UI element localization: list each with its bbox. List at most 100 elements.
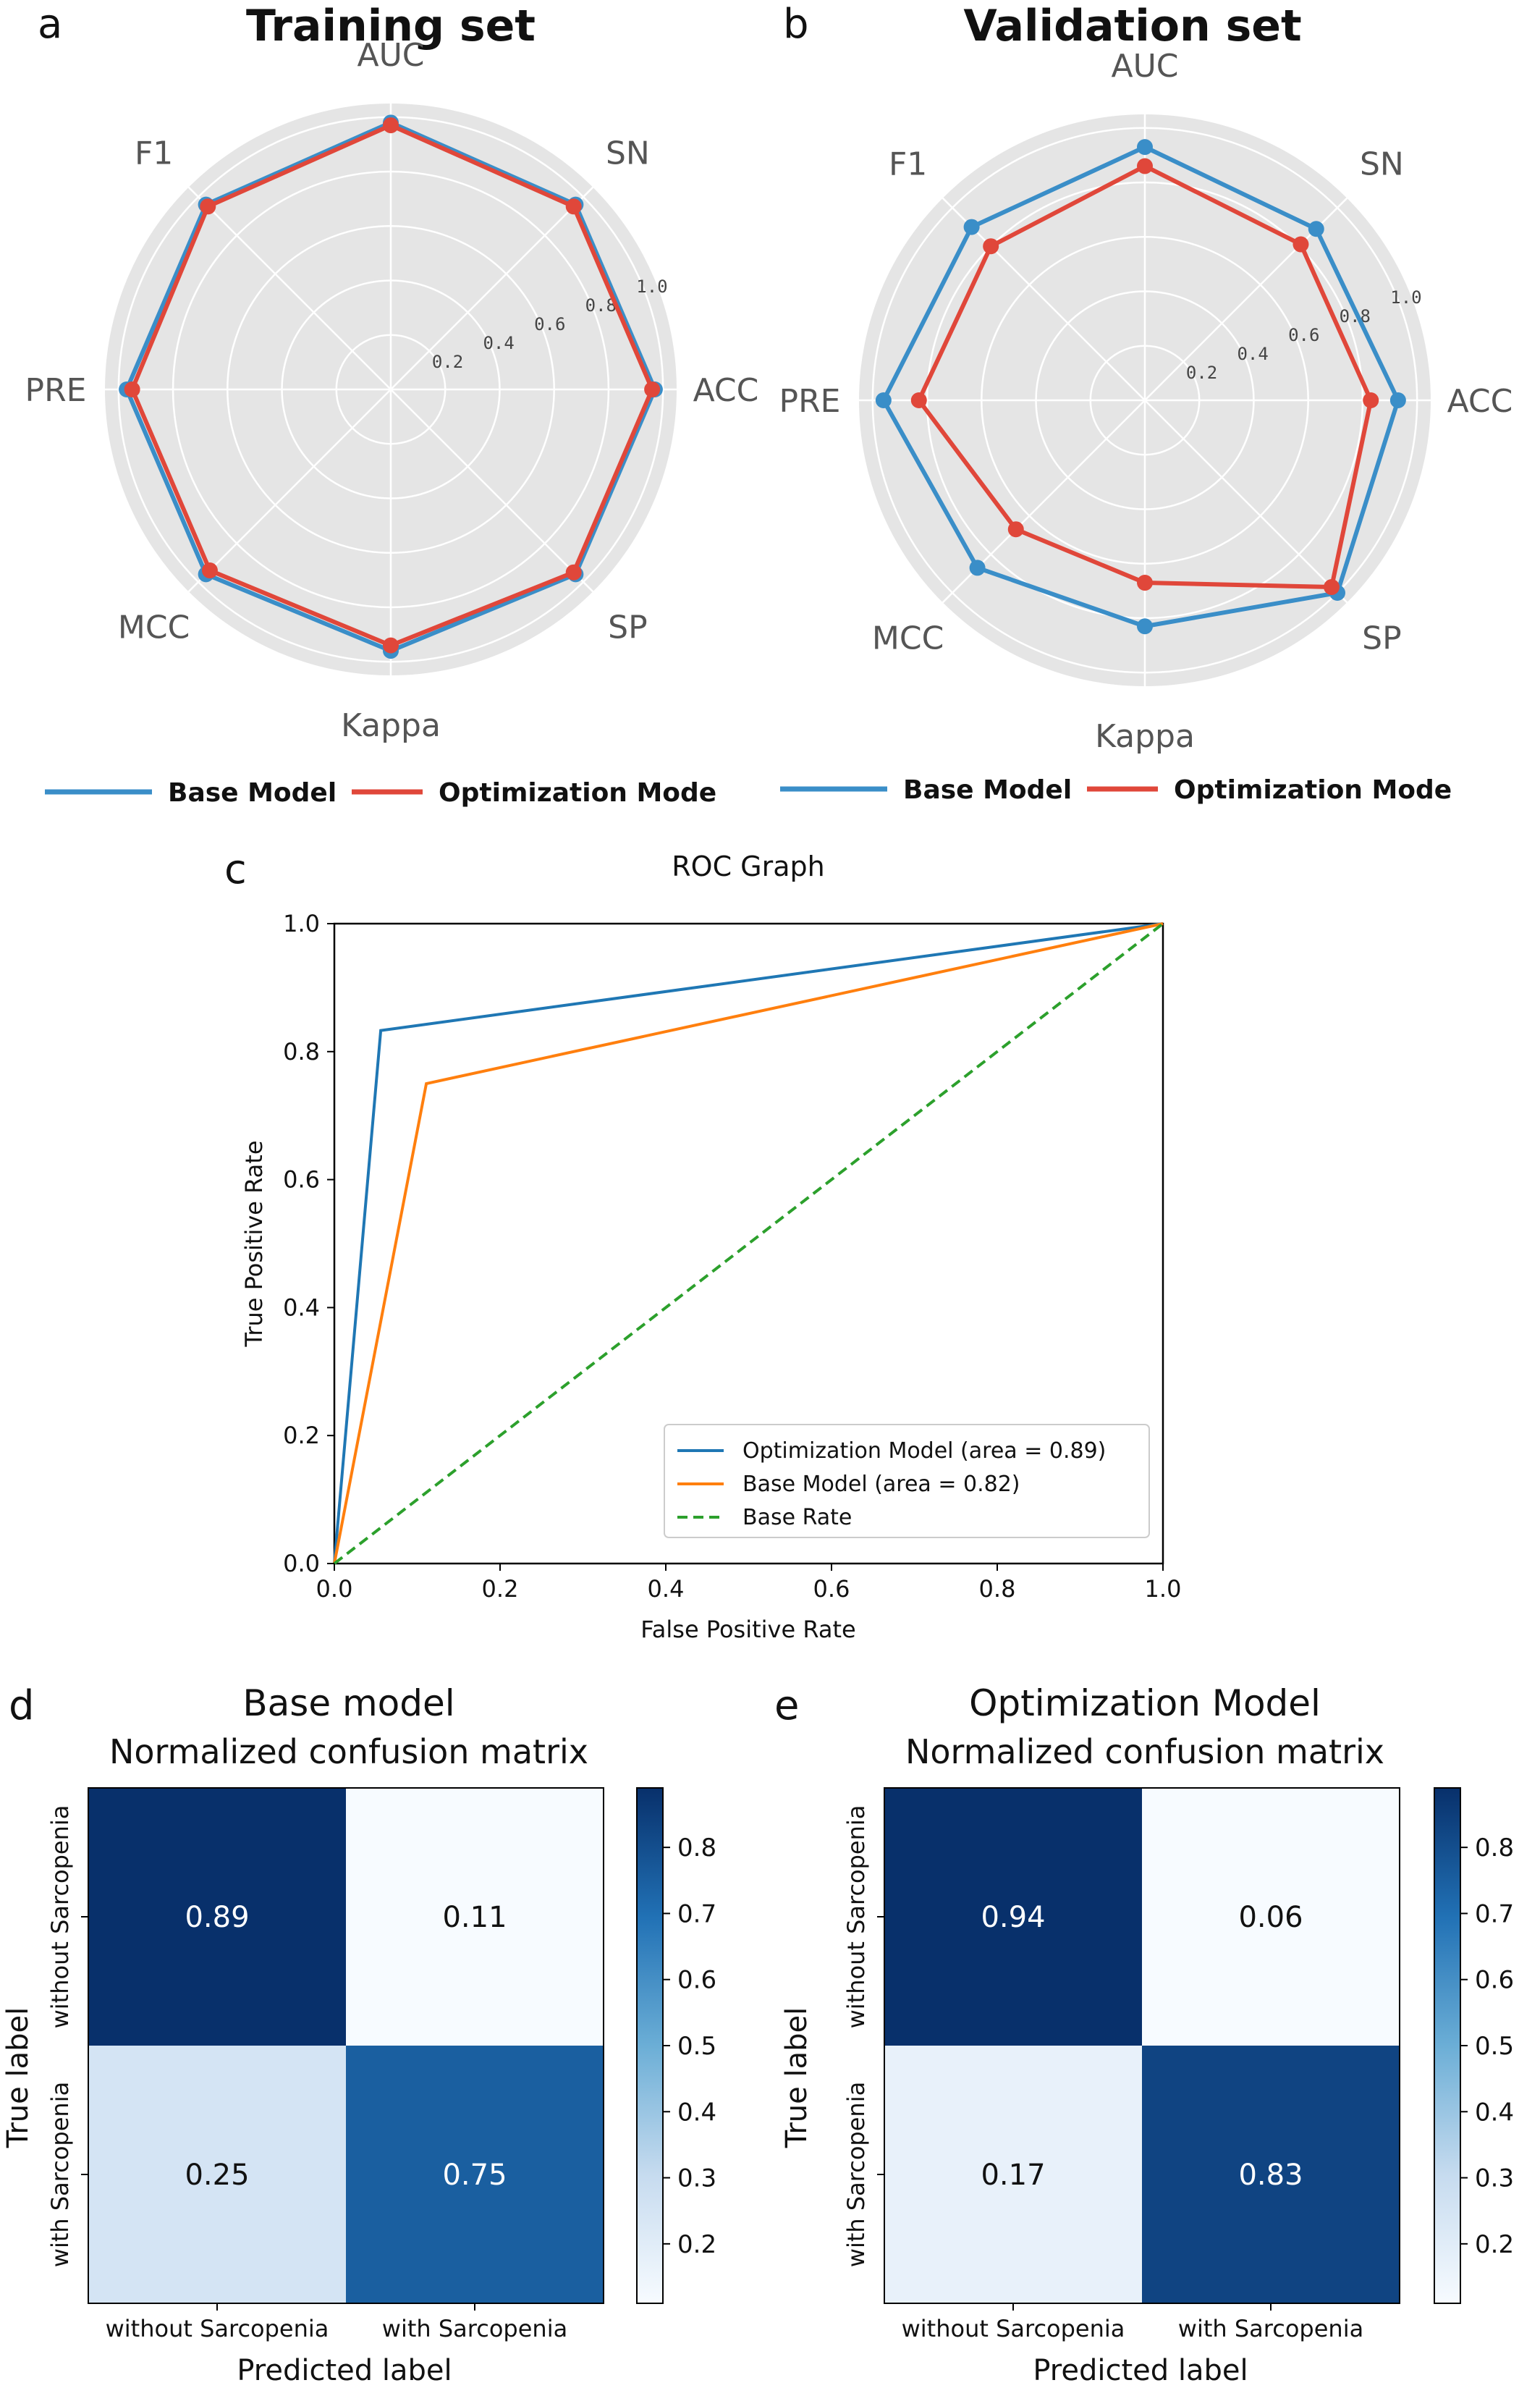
cm-subtitle-base: Normalized confusion matrix [109, 1732, 588, 1771]
cm-colorbar [1434, 1787, 1461, 2304]
radar-series-base-point [969, 560, 986, 576]
radar-axis-label-f1: F1 [135, 135, 173, 172]
radar-legend-validation: Base Model Optimization Mode [780, 775, 1452, 805]
radar-series-optimization-point [983, 238, 999, 255]
cm-colorbar-tick-label: 0.6 [1475, 1966, 1514, 1995]
roc-y-tick-label: 0.8 [283, 1038, 320, 1066]
radar-chart-validation: Validation set 0.20.40.60.81.0AUCSNACCSP… [779, 1, 1513, 755]
radar-axis-label-sn: SN [1360, 146, 1404, 183]
roc-x-tick-label: 0.6 [813, 1575, 850, 1603]
cm-y-tick-label: without Sarcopenia [842, 1805, 870, 2029]
roc-x-tick-label: 0.2 [482, 1575, 519, 1603]
radar-series-base-point [1389, 392, 1406, 408]
roc-y-tick-label: 0.2 [283, 1422, 320, 1449]
radar-axis-label-sp: SP [608, 609, 647, 646]
radar-axis-label-auc: AUC [357, 37, 424, 74]
cm-title-optimization: Optimization Model [969, 1682, 1321, 1724]
radar-title-training: Training set [246, 1, 536, 51]
cm-x-tick-label: without Sarcopenia [106, 2315, 329, 2342]
cm-x-tick-label: without Sarcopenia [902, 2315, 1125, 2342]
roc-title: ROC Graph [672, 851, 825, 882]
cm-cell [88, 2046, 346, 2303]
radar-series-optimization-point [1324, 579, 1340, 596]
cm-cell-value: 0.75 [442, 2159, 507, 2192]
cm-x-tick-label: with Sarcopenia [382, 2315, 567, 2342]
radar-series-optimization-point [644, 381, 661, 397]
radar-axis-label-kappa: Kappa [341, 707, 441, 744]
radar-series-optimization-point [565, 564, 582, 581]
cm-x-axis-label-optimization: Predicted label [1033, 2354, 1248, 2387]
roc-legend: Optimization Model (area = 0.89) Base Mo… [664, 1424, 1150, 1538]
confusion-matrix-optimization: Optimization Model Normalized confusion … [780, 1682, 1514, 2387]
radar-axis-label-pre: PRE [25, 372, 87, 409]
cm-colorbar-tick-label: 0.2 [677, 2230, 716, 2259]
radar-r-tick-label: 0.6 [1288, 325, 1319, 345]
legend-label-base: Base Model [903, 775, 1072, 805]
roc-y-tick-label: 0.0 [283, 1550, 320, 1577]
radar-axis-label-pre: PRE [779, 383, 841, 420]
radar-r-tick-label: 0.4 [1237, 344, 1268, 364]
confusion-matrix-base: Base model Normalized confusion matrix P… [1, 1682, 716, 2387]
radar-chart-training: Training set 0.20.40.60.81.0AUCSNACCSPKa… [25, 1, 759, 744]
radar-axis-label-acc: ACC [693, 372, 759, 409]
radar-series-optimization-point [201, 562, 218, 579]
cm-cell [884, 2046, 1142, 2303]
roc-x-tick-label: 0.8 [979, 1575, 1016, 1603]
roc-plot-frame [333, 922, 1164, 1565]
cm-colorbar-tick-label: 0.6 [677, 1966, 716, 1995]
cm-cell-value: 0.11 [442, 1901, 507, 1934]
radar-legend-training: Base Model Optimization Mode [45, 778, 716, 808]
roc-y-tick-label: 0.4 [283, 1294, 320, 1321]
roc-x-tick-label: 1.0 [1145, 1575, 1182, 1603]
cm-cell-value: 0.25 [185, 2159, 249, 2192]
cm-colorbar-tick-label: 0.3 [1475, 2164, 1514, 2193]
radar-series-optimization-point [1363, 392, 1379, 408]
cm-colorbar-tick-label: 0.5 [677, 2032, 716, 2061]
cm-x-tick-label: with Sarcopenia [1178, 2315, 1363, 2342]
roc-y-tick-label: 0.6 [283, 1166, 320, 1194]
cm-colorbar-tick-label: 0.3 [677, 2164, 716, 2193]
radar-series-optimization-point [910, 392, 927, 408]
radar-series-base-point [1137, 139, 1153, 156]
legend-label-optimization: Optimization Mode [1174, 775, 1452, 805]
radar-spoke [390, 186, 594, 390]
radar-r-tick-label: 1.0 [1390, 287, 1421, 308]
radar-axis-label-sn: SN [606, 135, 650, 172]
legend-label-optimization: Optimization Mode [439, 778, 716, 808]
roc-y-tick-label: 1.0 [283, 910, 320, 937]
radar-title-validation: Validation set [963, 1, 1301, 51]
radar-r-tick-label: 0.2 [1186, 363, 1217, 383]
roc-series-optimization [333, 922, 1164, 1564]
radar-series-optimization-point [565, 198, 582, 215]
cm-colorbar-tick-label: 0.7 [677, 1899, 716, 1928]
radar-axis-label-sp: SP [1362, 620, 1401, 657]
cm-cell [346, 2046, 604, 2303]
cm-x-axis-label-base: Predicted label [237, 2354, 452, 2387]
radar-series-optimization-point [200, 198, 216, 215]
cm-frame [88, 1787, 604, 2304]
radar-r-tick-label: 0.4 [483, 333, 514, 353]
radar-series-optimization-point [1292, 236, 1309, 253]
radar-axis-label-auc: AUC [1111, 48, 1178, 85]
roc-legend-box [664, 1424, 1150, 1538]
radar-axis-label-f1: F1 [889, 146, 927, 183]
roc-chart: ROC Graph False Positive Rate True Posit… [240, 851, 1181, 1643]
cm-colorbar-tick-label: 0.8 [677, 1834, 716, 1862]
cm-cell [88, 1788, 346, 2046]
cm-cell-value: 0.89 [185, 1901, 249, 1934]
radar-series-base-point [875, 392, 892, 408]
radar-axis-label-mcc: MCC [118, 609, 190, 646]
cm-y-tick-label: without Sarcopenia [46, 1805, 74, 2029]
cm-cell-value: 0.06 [1238, 1901, 1303, 1934]
cm-cell [1142, 2046, 1400, 2303]
cm-colorbar-tick-label: 0.4 [677, 2098, 716, 2127]
panel-letter-c: c [224, 846, 247, 893]
panel-letter-e: e [774, 1682, 799, 1729]
cm-colorbar-tick-label: 0.5 [1475, 2032, 1514, 2061]
radar-series-base-point [1137, 618, 1153, 635]
radar-r-tick-label: 0.6 [534, 314, 565, 334]
radar-spoke [390, 389, 594, 593]
radar-series-optimization-point [1007, 521, 1024, 538]
cm-y-axis-label-optimization: True label [780, 2007, 813, 2148]
panel-letter-b: b [783, 1, 809, 48]
